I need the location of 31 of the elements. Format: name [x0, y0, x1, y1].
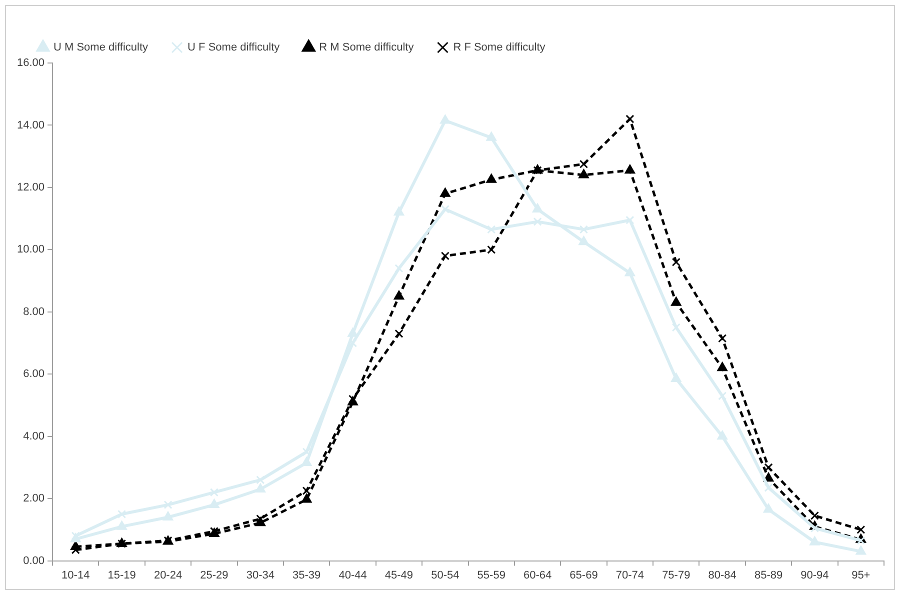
legend-label: R M Some difficulty — [319, 42, 414, 54]
legend-label: R F Some difficulty — [453, 42, 546, 54]
x-tick-label: 55-59 — [477, 569, 506, 582]
y-tick-label: 14.00 — [16, 119, 45, 132]
y-tick-label: 0.00 — [23, 554, 45, 567]
x-tick-label: 10-14 — [62, 569, 90, 582]
y-tick-label: 16.00 — [16, 57, 45, 70]
x-tick-label: 80-84 — [708, 569, 736, 582]
y-tick-label: 4.00 — [23, 430, 45, 442]
x-tick-label: 30-34 — [246, 569, 274, 582]
x-tick-label: 65-69 — [570, 569, 598, 582]
x-tick-label: 95+ — [852, 569, 870, 582]
x-tick-label: 35-39 — [292, 569, 321, 582]
legend-label: U M Some difficulty — [54, 42, 149, 54]
x-tick-label: 60-64 — [523, 569, 552, 582]
x-tick-label: 25-29 — [200, 569, 228, 582]
x-tick-label: 70-74 — [616, 569, 644, 582]
legend-label: U F Some difficulty — [188, 42, 280, 54]
x-tick-label: 90-94 — [800, 569, 829, 582]
y-tick-label: 2.00 — [23, 492, 45, 505]
y-tick-label: 6.00 — [23, 368, 45, 380]
y-tick-label: 10.00 — [16, 244, 45, 256]
x-tick-label: 45-49 — [384, 569, 414, 582]
x-tick-label: 50-54 — [431, 569, 460, 582]
x-tick-label: 40-44 — [338, 569, 367, 582]
y-tick-label: 12.00 — [16, 181, 45, 194]
x-tick-label: 85-89 — [754, 569, 783, 582]
y-tick-label: 8.00 — [23, 306, 45, 318]
x-tick-label: 20-24 — [154, 569, 182, 582]
x-tick-label: 75-79 — [662, 569, 690, 582]
x-tick-label: 15-19 — [108, 569, 136, 582]
